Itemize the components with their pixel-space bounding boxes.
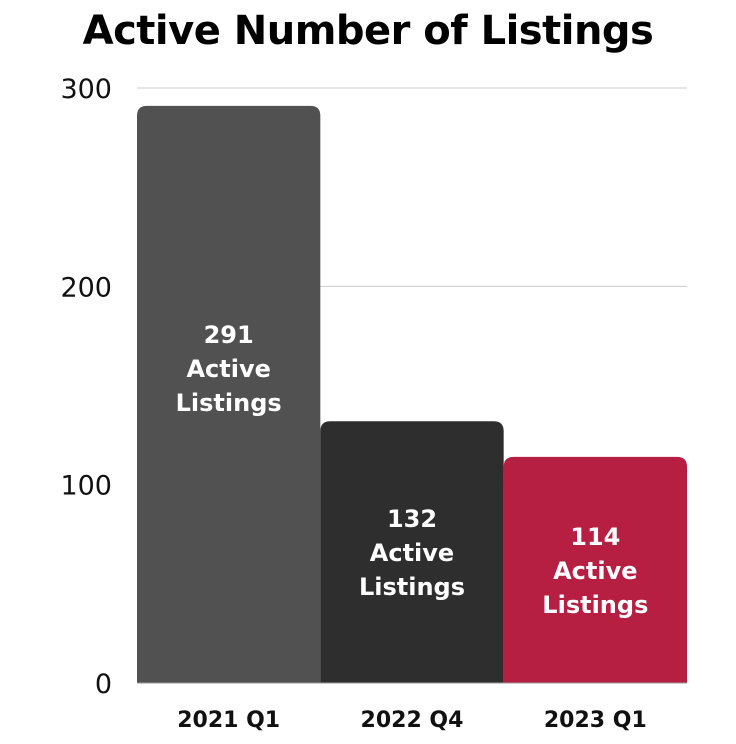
- data-label: 291 Active Listings: [176, 321, 282, 417]
- data-label: 132 Active Listings: [359, 505, 465, 601]
- x-tick-label: 2022 Q4: [361, 708, 464, 733]
- data-label-line: 114: [570, 523, 620, 551]
- y-tick-label: 0: [95, 669, 112, 700]
- x-axis-labels: 2021 Q1 2022 Q4 2023 Q1: [177, 708, 647, 733]
- y-tick-label: 100: [60, 471, 112, 502]
- data-label-line: Listings: [542, 591, 648, 619]
- y-tick-label: 300: [60, 74, 112, 105]
- bar: [137, 105, 321, 684]
- y-axis-ticks: 0 100 200 300: [60, 74, 112, 700]
- data-label-line: 291: [204, 321, 254, 349]
- data-label-line: Active: [553, 557, 637, 585]
- bar: [503, 456, 687, 683]
- y-tick-label: 200: [60, 272, 112, 303]
- data-label-line: Active: [186, 355, 270, 383]
- data-labels: 291 Active Listings 132 Active Listings 114 Act…: [176, 321, 649, 619]
- x-tick-label: 2021 Q1: [177, 708, 280, 733]
- data-label: 114 Active Listings: [542, 523, 648, 619]
- bars: [137, 105, 687, 684]
- bar: [320, 421, 504, 683]
- data-label-line: Listings: [359, 573, 465, 601]
- data-label-line: Listings: [176, 389, 282, 417]
- data-label-line: 132: [387, 505, 437, 533]
- chart-title: Active Number of Listings: [82, 8, 654, 54]
- data-label-line: Active: [370, 539, 454, 567]
- x-tick-label: 2023 Q1: [544, 708, 647, 733]
